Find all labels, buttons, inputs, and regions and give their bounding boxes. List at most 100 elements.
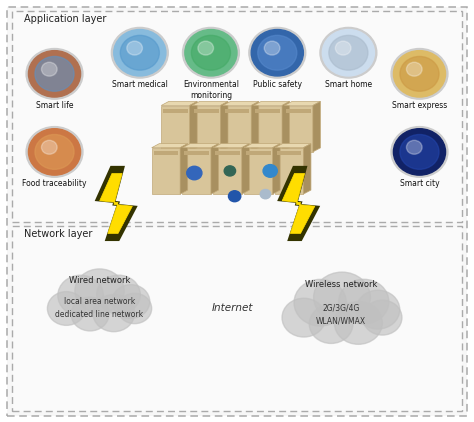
Polygon shape	[161, 101, 197, 106]
Circle shape	[182, 27, 239, 78]
Circle shape	[282, 298, 326, 337]
Circle shape	[75, 269, 124, 313]
Circle shape	[127, 41, 142, 55]
Text: Wired network: Wired network	[69, 276, 130, 285]
Circle shape	[114, 30, 166, 76]
Polygon shape	[282, 173, 315, 233]
Circle shape	[112, 284, 150, 318]
Circle shape	[329, 35, 368, 70]
Polygon shape	[244, 143, 280, 148]
Polygon shape	[284, 101, 320, 106]
Text: Environmental
monitoring: Environmental monitoring	[183, 80, 239, 100]
Polygon shape	[223, 101, 259, 106]
Circle shape	[339, 279, 389, 324]
Circle shape	[198, 41, 213, 55]
Text: Smart city: Smart city	[400, 179, 439, 188]
Circle shape	[42, 140, 57, 154]
Circle shape	[406, 140, 422, 154]
Polygon shape	[192, 106, 220, 152]
Polygon shape	[277, 151, 301, 155]
Polygon shape	[275, 148, 303, 194]
Polygon shape	[213, 148, 242, 194]
Circle shape	[47, 292, 85, 325]
Circle shape	[294, 279, 346, 326]
Circle shape	[391, 127, 448, 177]
Circle shape	[191, 35, 230, 70]
Polygon shape	[275, 143, 311, 148]
Circle shape	[322, 30, 374, 76]
Text: Smart life: Smart life	[36, 101, 73, 110]
Circle shape	[187, 166, 202, 180]
Polygon shape	[152, 143, 188, 148]
Polygon shape	[242, 143, 249, 194]
Polygon shape	[180, 143, 188, 194]
Circle shape	[264, 41, 280, 55]
Polygon shape	[244, 148, 273, 194]
Circle shape	[309, 305, 353, 344]
Circle shape	[314, 272, 370, 322]
Circle shape	[363, 300, 402, 335]
Circle shape	[356, 290, 400, 329]
Polygon shape	[192, 101, 228, 106]
Text: Application layer: Application layer	[24, 14, 106, 24]
Polygon shape	[254, 101, 290, 106]
Circle shape	[400, 57, 439, 91]
Circle shape	[334, 302, 383, 344]
Polygon shape	[100, 173, 132, 233]
FancyBboxPatch shape	[12, 226, 462, 411]
Polygon shape	[286, 109, 311, 113]
Polygon shape	[184, 151, 209, 155]
Circle shape	[118, 293, 152, 324]
Polygon shape	[182, 143, 219, 148]
Polygon shape	[211, 143, 219, 194]
Text: Smart home: Smart home	[325, 80, 372, 89]
Circle shape	[97, 275, 140, 314]
Polygon shape	[182, 148, 211, 194]
Circle shape	[26, 49, 83, 99]
Polygon shape	[223, 106, 251, 152]
FancyBboxPatch shape	[12, 11, 462, 222]
Circle shape	[71, 297, 109, 331]
Circle shape	[42, 62, 57, 76]
Text: Network layer: Network layer	[24, 229, 92, 239]
Circle shape	[335, 41, 351, 55]
Polygon shape	[154, 151, 178, 155]
Polygon shape	[161, 106, 190, 152]
Circle shape	[320, 27, 377, 78]
Circle shape	[35, 57, 74, 91]
Polygon shape	[190, 101, 197, 152]
Circle shape	[260, 189, 271, 199]
Circle shape	[111, 27, 168, 78]
Circle shape	[28, 51, 81, 97]
Circle shape	[224, 166, 236, 176]
Circle shape	[393, 129, 446, 175]
Polygon shape	[254, 106, 282, 152]
Text: Smart medical: Smart medical	[112, 80, 168, 89]
Polygon shape	[96, 167, 136, 240]
Polygon shape	[246, 151, 271, 155]
Polygon shape	[225, 109, 249, 113]
Polygon shape	[152, 148, 180, 194]
Circle shape	[406, 62, 422, 76]
Polygon shape	[282, 101, 290, 152]
Text: Wireless network: Wireless network	[305, 280, 377, 289]
Polygon shape	[194, 109, 219, 113]
Circle shape	[58, 275, 103, 316]
Polygon shape	[273, 143, 280, 194]
Circle shape	[249, 27, 306, 78]
Polygon shape	[284, 106, 313, 152]
Text: Food traceability: Food traceability	[22, 179, 87, 188]
Polygon shape	[213, 143, 249, 148]
Circle shape	[120, 35, 159, 70]
Circle shape	[251, 30, 303, 76]
Text: Internet: Internet	[211, 303, 253, 313]
Text: local area network
dedicated line network: local area network dedicated line networ…	[55, 298, 144, 319]
Polygon shape	[279, 167, 319, 240]
Text: 2G/3G/4G
WLAN/WMAX: 2G/3G/4G WLAN/WMAX	[316, 304, 366, 325]
FancyBboxPatch shape	[7, 7, 467, 416]
Circle shape	[400, 135, 439, 169]
Polygon shape	[163, 109, 188, 113]
Circle shape	[263, 165, 277, 177]
Circle shape	[393, 51, 446, 97]
Circle shape	[26, 127, 83, 177]
